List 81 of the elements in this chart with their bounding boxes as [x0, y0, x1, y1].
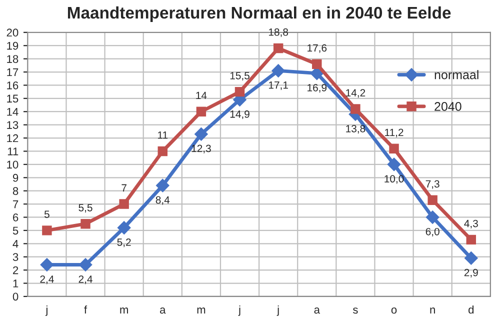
- point: [389, 144, 399, 154]
- x-tick-label: j: [238, 305, 240, 316]
- y-tick-label: 6: [13, 214, 18, 222]
- data-label: 12,3: [192, 144, 211, 154]
- y-tick-label: 18: [7, 55, 18, 63]
- data-label: 11,2: [385, 128, 404, 138]
- legend-label: 2040: [434, 102, 462, 111]
- point: [426, 210, 440, 224]
- y-tick-label: 19: [7, 42, 18, 50]
- data-label: 16,9: [308, 84, 327, 93]
- point: [117, 221, 131, 234]
- y-tick-label: 1: [13, 280, 18, 288]
- point: [464, 252, 478, 265]
- point: [387, 158, 401, 172]
- x-tick-label: f: [84, 306, 88, 314]
- y-tick-label: 3: [12, 253, 18, 261]
- y-tick-label: 0: [12, 292, 18, 301]
- data-label: 7,3: [426, 180, 440, 189]
- data-label: 2,9: [464, 268, 478, 278]
- point: [428, 195, 438, 205]
- data-label: 6,0: [426, 228, 440, 237]
- point: [80, 218, 90, 229]
- y-tick-label: 12: [7, 134, 18, 142]
- point: [158, 146, 168, 156]
- point: [350, 104, 360, 114]
- point: [40, 258, 54, 272]
- y-tick-label: 4: [12, 240, 18, 248]
- x-tick-label: a: [314, 308, 320, 314]
- y-tick-label: 9: [12, 174, 18, 182]
- point: [42, 226, 52, 236]
- data-label: 11: [158, 131, 168, 139]
- data-label: 17,1: [268, 81, 288, 90]
- y-tick-label: 14: [7, 108, 18, 116]
- x-tick-label: a: [160, 308, 166, 314]
- data-label: 18,8: [268, 28, 288, 37]
- point: [273, 43, 284, 54]
- data-label: 8,4: [156, 196, 170, 205]
- y-tick-label: 15: [7, 94, 18, 103]
- point: [466, 234, 476, 245]
- data-label: 5,2: [117, 238, 131, 248]
- y-tick-label: 17: [7, 68, 18, 76]
- y-tick-label: 5: [12, 226, 18, 235]
- y-tick-label: 16: [7, 81, 18, 90]
- y-tick-label: 2: [13, 266, 18, 274]
- x-tick-label: m: [120, 308, 128, 314]
- x-tick-label: n: [430, 308, 435, 314]
- point: [196, 106, 206, 116]
- x-tick-label: j: [276, 305, 279, 316]
- data-label: 17,6: [308, 44, 327, 53]
- chart-title: Maandtemperaturen Normaal en in 2040 te Eelde: [68, 6, 451, 22]
- y-tick-label: 11: [8, 148, 18, 156]
- data-label: 10,0: [384, 175, 404, 184]
- data-label: 7: [122, 184, 126, 192]
- data-label: 15,5: [230, 72, 250, 81]
- data-label: 4,3: [464, 220, 478, 228]
- y-tick-label: 7: [13, 200, 18, 208]
- point: [312, 59, 322, 69]
- point: [234, 86, 245, 97]
- point: [119, 199, 129, 209]
- x-tick-label: m: [197, 308, 206, 314]
- data-label: 14,2: [346, 89, 366, 98]
- point: [194, 127, 208, 141]
- data-label: 2,4: [40, 275, 54, 284]
- x-tick-label: d: [468, 305, 474, 314]
- data-label: 2,4: [78, 275, 92, 284]
- y-tick-label: 13: [7, 121, 18, 129]
- point: [272, 64, 285, 78]
- x-tick-label: j: [45, 305, 48, 316]
- y-tick-label: 8: [12, 187, 18, 195]
- data-label: 14: [196, 92, 207, 100]
- data-label: 13,8: [346, 124, 366, 134]
- y-tick-label: 20: [6, 28, 18, 37]
- y-tick-label: 10: [7, 160, 18, 169]
- data-label: 5,5: [78, 204, 92, 213]
- data-label: 14,9: [230, 110, 250, 120]
- point: [156, 178, 170, 192]
- legend-label: normaal: [434, 70, 478, 80]
- data-label: 5: [44, 210, 50, 218]
- x-tick-label: o: [391, 308, 397, 314]
- point: [78, 258, 92, 272]
- x-tick-label: s: [352, 308, 358, 314]
